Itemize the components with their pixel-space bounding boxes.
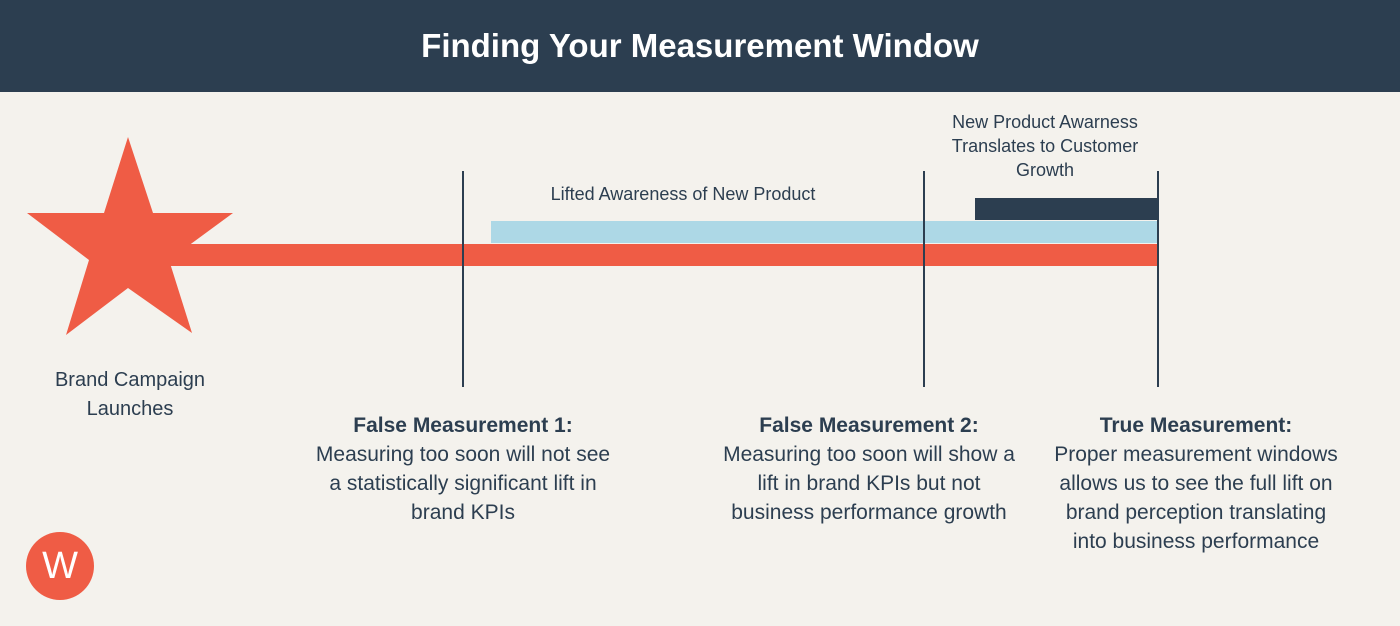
page-title: Finding Your Measurement Window: [421, 27, 979, 64]
measurement-title: True Measurement:: [1099, 414, 1293, 437]
brand-logo: W: [26, 532, 94, 600]
measurement-2: False Measurement 2: Measuring too soon …: [719, 411, 1019, 527]
awareness-label: Lifted Awareness of New Product: [550, 184, 816, 204]
awareness-bar: [491, 221, 1158, 243]
growth-bar: [975, 198, 1158, 220]
measurement-body: Proper measurement windows allows us to …: [1054, 443, 1338, 553]
header: Finding Your Measurement Window: [0, 0, 1400, 92]
measurement-line-1: [462, 171, 464, 387]
measurement-title: False Measurement 2:: [759, 414, 979, 437]
growth-label: New Product Awarness Translates to Custo…: [951, 112, 1139, 180]
star-icon: [27, 137, 233, 335]
measurement-body: Measuring too soon will show a lift in b…: [723, 443, 1015, 524]
measurement-title: False Measurement 1:: [353, 414, 573, 437]
start-label: Brand Campaign Launches: [54, 369, 206, 420]
measurement-body: Measuring too soon will not see a statis…: [315, 443, 611, 524]
measurement-line-2: [923, 171, 925, 387]
measurement-3: True Measurement: Proper measurement win…: [1051, 411, 1341, 556]
measurement-1: False Measurement 1: Measuring too soon …: [308, 411, 618, 527]
campaign-bar: [150, 244, 1158, 266]
measurement-line-3: [1157, 171, 1159, 387]
